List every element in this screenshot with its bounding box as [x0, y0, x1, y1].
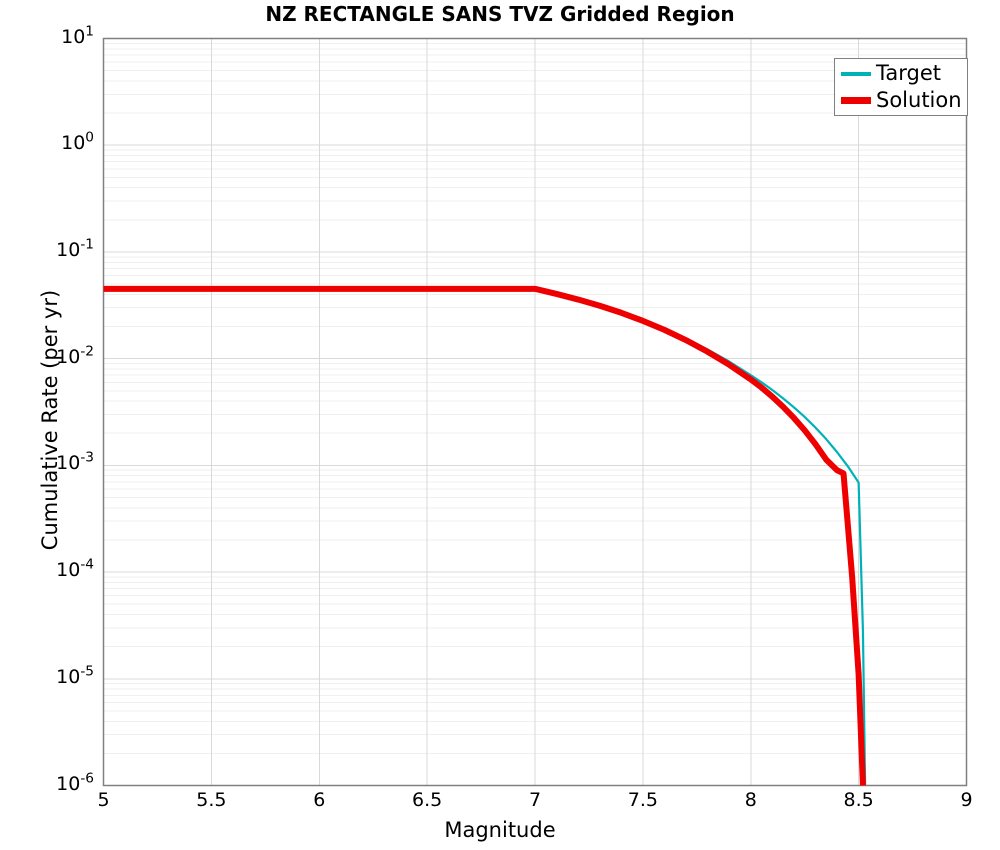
x-tick-label: 7 — [528, 789, 542, 811]
data-series-group — [103, 285, 867, 786]
y-tick-label: 101 — [61, 23, 94, 48]
legend-label-solution: Solution — [876, 88, 962, 112]
legend-swatch-solution-icon — [841, 97, 871, 104]
legend-label-target: Target — [876, 61, 941, 85]
chart-legend[interactable]: Target Solution — [834, 58, 968, 116]
x-tick-label: 5 — [97, 789, 110, 811]
y-tick-label: 10-4 — [56, 556, 94, 582]
x-tick-label: 6 — [313, 789, 326, 811]
legend-swatch-target-icon — [841, 71, 871, 76]
plot-frame — [102, 37, 968, 787]
x-tick-label: 5.5 — [196, 789, 227, 811]
y-tick-label: 10-6 — [56, 770, 94, 795]
x-tick-label: 7.5 — [627, 789, 658, 811]
x-tick-label: 8.5 — [843, 789, 874, 811]
y-tick-label: 10-1 — [56, 236, 94, 261]
y-tick-label: 10-3 — [56, 450, 94, 475]
chart-title: NZ RECTANGLE SANS TVZ Gridded Region — [265, 2, 735, 26]
y-axis-title: Cumulative Rate (per yr) — [38, 289, 62, 551]
series-line-solution — [103, 285, 866, 786]
legend-item-solution[interactable]: Solution — [841, 87, 962, 114]
y-tick-label: 10-2 — [56, 343, 94, 368]
legend-item-target[interactable]: Target — [841, 60, 941, 87]
x-tick-label: 9 — [960, 789, 973, 811]
x-tick-label: 6.5 — [412, 789, 443, 811]
major-gridlines — [103, 38, 967, 786]
x-axis-title: Magnitude — [444, 818, 556, 842]
x-tick-label: 8 — [744, 789, 757, 811]
y-tick-label: 10-5 — [56, 663, 94, 688]
y-tick-label: 100 — [61, 129, 94, 155]
